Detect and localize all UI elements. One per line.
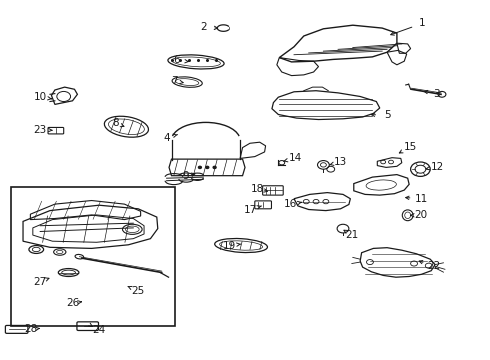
Text: 19: 19 <box>222 240 236 251</box>
Bar <box>11 187 175 326</box>
Text: 7: 7 <box>171 76 177 86</box>
Text: 9: 9 <box>182 171 189 181</box>
Circle shape <box>206 166 209 168</box>
Text: 20: 20 <box>414 210 427 220</box>
Circle shape <box>198 166 201 168</box>
Text: 24: 24 <box>92 325 106 336</box>
Text: 23: 23 <box>33 125 47 135</box>
Text: 4: 4 <box>163 132 170 143</box>
Text: 8: 8 <box>112 118 119 128</box>
Text: 16: 16 <box>283 199 297 210</box>
Text: 3: 3 <box>433 89 440 99</box>
Text: 21: 21 <box>345 230 359 240</box>
Text: 10: 10 <box>34 92 47 102</box>
Text: 2: 2 <box>200 22 207 32</box>
Text: 13: 13 <box>334 157 347 167</box>
Text: 14: 14 <box>288 153 302 163</box>
Text: 15: 15 <box>404 142 417 152</box>
Text: 26: 26 <box>66 298 79 308</box>
Text: 5: 5 <box>384 110 391 120</box>
Text: 25: 25 <box>131 286 145 296</box>
Circle shape <box>213 166 216 168</box>
Text: 17: 17 <box>244 204 258 215</box>
Text: 1: 1 <box>419 18 426 28</box>
Text: 22: 22 <box>427 261 441 271</box>
Text: 11: 11 <box>415 194 428 204</box>
Text: 18: 18 <box>251 184 265 194</box>
Text: 28: 28 <box>24 324 37 334</box>
Text: 6: 6 <box>173 55 180 66</box>
Text: 12: 12 <box>430 162 444 172</box>
Text: 27: 27 <box>33 276 47 287</box>
